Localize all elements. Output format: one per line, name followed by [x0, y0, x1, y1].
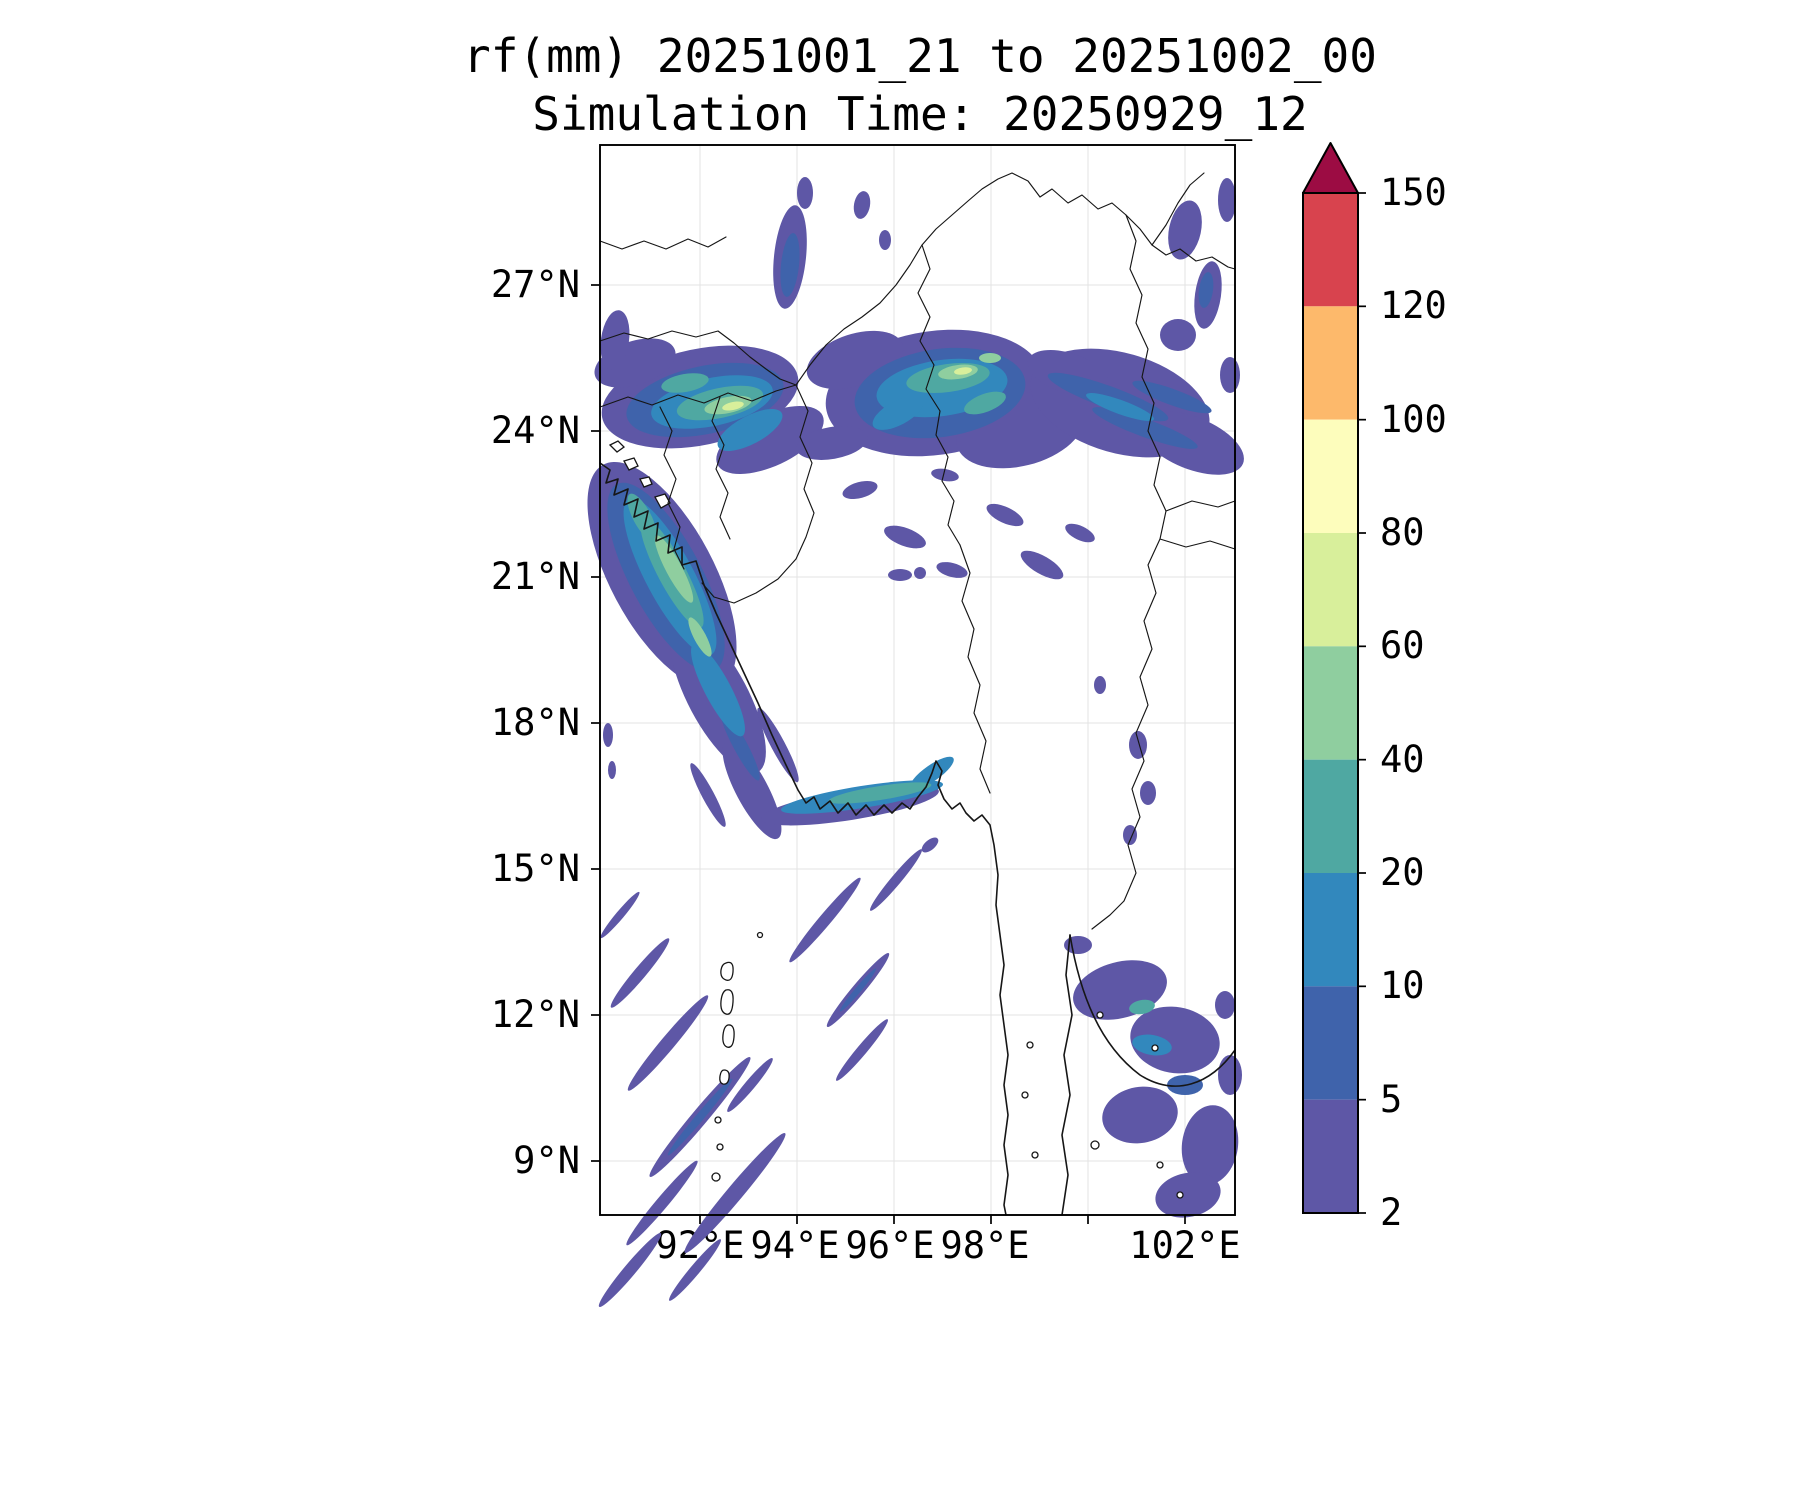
coastline-layer	[599, 440, 1236, 1216]
border-layer	[599, 172, 1236, 930]
y-tick-label: 21°N	[490, 555, 580, 598]
colorbar-tick-label: 100	[1380, 398, 1447, 441]
colorbar-tick-label: 120	[1380, 284, 1447, 327]
colorbar-tick-label: 10	[1380, 964, 1425, 1007]
y-tick-label: 15°N	[490, 847, 580, 890]
axes-frame	[599, 144, 1236, 1216]
y-tick-label: 12°N	[490, 993, 580, 1036]
axis-ticks	[591, 284, 1186, 1224]
x-tick-label: 102°E	[1129, 1224, 1241, 1267]
colorbar-ticks	[1358, 192, 1366, 1214]
colorbar-tick-label: 80	[1380, 511, 1425, 554]
x-tick-label: 94°E	[750, 1224, 840, 1267]
colorbar-segments	[1303, 193, 1358, 1213]
y-tick-label: 27°N	[490, 263, 580, 306]
y-tick-label: 18°N	[490, 701, 580, 744]
plot-title: rf(mm) 20251001_21 to 20251002_00	[463, 29, 1377, 83]
map-canvas	[587, 144, 1244, 1307]
coastline-path	[599, 462, 1009, 1216]
colorbar-tick-label: 40	[1380, 738, 1425, 781]
colorbar-tick-label: 20	[1380, 851, 1425, 894]
colorbar-tick-label: 150	[1380, 171, 1447, 214]
y-tick-label: 24°N	[490, 409, 580, 452]
colorbar-tick-label: 2	[1380, 1191, 1403, 1234]
colorbar-extend-triangle	[1302, 142, 1359, 194]
y-tick-label: 9°N	[513, 1139, 580, 1182]
colorbar	[1302, 142, 1366, 1214]
colorbar-frame	[1302, 192, 1359, 1214]
colorbar-tick-label: 60	[1380, 624, 1425, 667]
x-tick-label: 98°E	[940, 1224, 1030, 1267]
x-tick-label: 96°E	[845, 1224, 935, 1267]
andaman-islands	[720, 961, 734, 981]
precipitation-layer	[587, 177, 1244, 1307]
colorbar-tick-label: 5	[1380, 1078, 1403, 1121]
gulf-coastline	[1069, 934, 1236, 1087]
plot-subtitle: Simulation Time: 20250929_12	[532, 87, 1308, 141]
